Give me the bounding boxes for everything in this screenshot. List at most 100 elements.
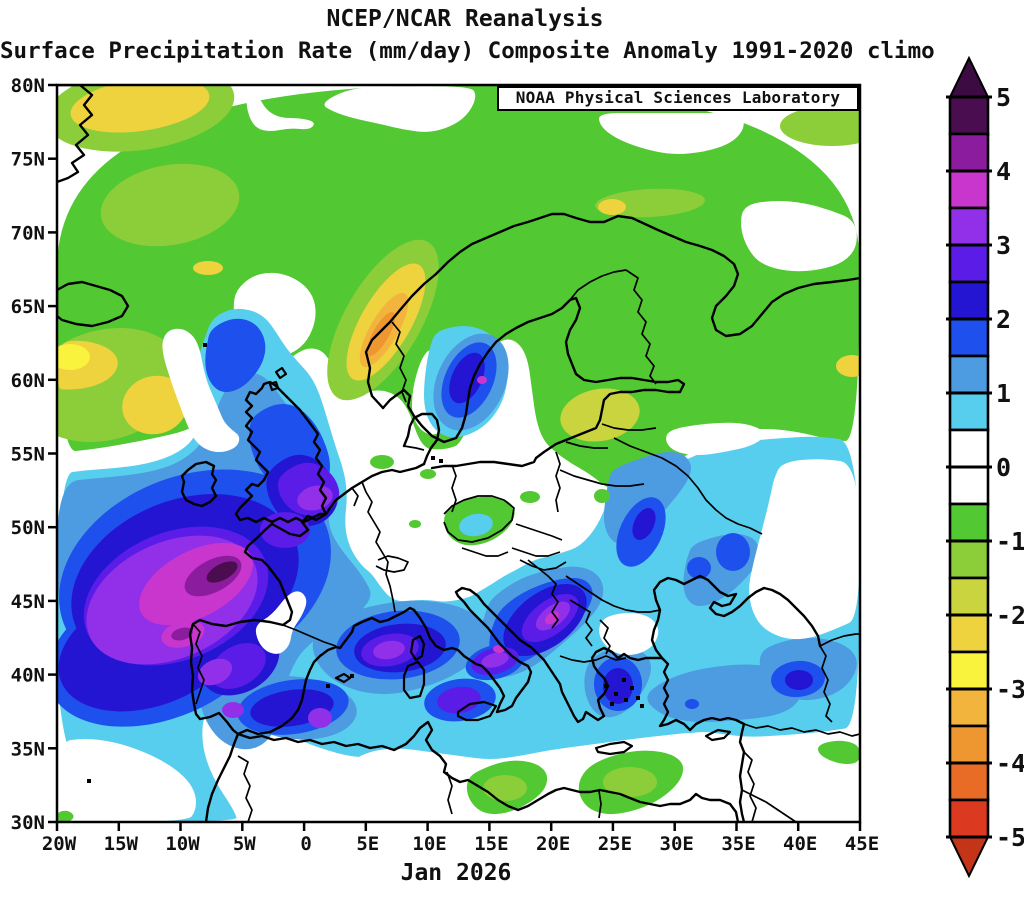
colorbar-label-4: 4 bbox=[996, 157, 1011, 186]
xtick-45E: 45E bbox=[845, 833, 879, 855]
xtick-10E: 10E bbox=[412, 833, 446, 855]
border-ukraine-russia bbox=[613, 437, 763, 535]
border-balkans-3 bbox=[599, 619, 611, 655]
island-dot-3 bbox=[630, 686, 634, 690]
ytick-70N: 70N bbox=[11, 222, 45, 244]
colorbar-label-0: 0 bbox=[996, 453, 1011, 482]
island-dot-13 bbox=[326, 684, 330, 688]
border-balkans-2 bbox=[569, 599, 593, 647]
border-carpathians-2 bbox=[511, 547, 561, 557]
colorbar: 5 4 3 2 1 0 -1 -2 -3 -4 -5 bbox=[946, 55, 1024, 879]
coast-denmark bbox=[402, 412, 441, 466]
island-dot-7 bbox=[640, 704, 644, 708]
border-morocco-algeria bbox=[237, 755, 253, 822]
island-dot-4 bbox=[636, 696, 640, 700]
border-pyrenees bbox=[282, 624, 337, 647]
violet-iberia bbox=[197, 658, 233, 686]
colorbar-cell-1 bbox=[948, 132, 990, 173]
colorbar-cell-8 bbox=[948, 391, 990, 432]
violet-gibraltar-2 bbox=[308, 708, 332, 728]
magenta-adriatic-dot bbox=[544, 611, 560, 625]
blue-don-spot bbox=[716, 533, 750, 571]
xtick-30E: 30E bbox=[660, 833, 694, 855]
border-baltic-states-2 bbox=[565, 441, 608, 449]
blue-scotland-tongue bbox=[205, 318, 266, 392]
coast-north-africa bbox=[236, 720, 740, 822]
coast-north-sea bbox=[324, 462, 426, 516]
violet-gibraltar-1 bbox=[222, 702, 244, 718]
coast-turkey-levant bbox=[658, 656, 746, 822]
colorbar-cell-10 bbox=[948, 465, 990, 506]
border-levant-vertical bbox=[743, 751, 757, 822]
xtick-15E: 15E bbox=[474, 833, 508, 855]
colorbar-cell-2 bbox=[948, 169, 990, 210]
colorbar-label--1: -1 bbox=[996, 527, 1024, 556]
colorbar-cell-4 bbox=[948, 243, 990, 284]
ytick-50N: 50N bbox=[11, 517, 45, 539]
border-portugal-spain bbox=[192, 623, 205, 705]
ytick-60N: 60N bbox=[11, 370, 45, 392]
island-dot-5 bbox=[610, 702, 614, 706]
white-top-center bbox=[324, 86, 476, 132]
border-benelux bbox=[351, 487, 359, 507]
xtick-40E: 40E bbox=[783, 833, 817, 855]
green-sw-corner bbox=[57, 810, 74, 822]
colorbar-cell-7 bbox=[948, 354, 990, 395]
border-switzerland bbox=[375, 555, 409, 573]
border-baltic-states-1 bbox=[601, 423, 657, 431]
gold-east-edge bbox=[836, 355, 860, 377]
border-finland-russia bbox=[625, 269, 657, 385]
border-france-east bbox=[361, 481, 396, 613]
ytick-55N: 55N bbox=[11, 444, 45, 466]
colorbar-cell-11 bbox=[948, 502, 990, 543]
white-central-europe bbox=[330, 390, 565, 600]
colorbar-label--3: -3 bbox=[996, 675, 1024, 704]
colorbar-label-3: 3 bbox=[996, 231, 1011, 260]
green-north-region bbox=[57, 85, 860, 491]
island-dot-12 bbox=[87, 779, 91, 783]
colorbar-label-1: 1 bbox=[996, 379, 1011, 408]
xtick-10W: 10W bbox=[165, 833, 200, 855]
colorbar-label--2: -2 bbox=[996, 601, 1024, 630]
colorbar-label-2: 2 bbox=[996, 305, 1011, 334]
island-dot-8 bbox=[431, 456, 435, 460]
island-crete bbox=[594, 740, 634, 756]
xtick-15W: 15W bbox=[104, 833, 139, 855]
colorbar-label-5: 5 bbox=[996, 83, 1011, 112]
coast-ireland bbox=[180, 460, 218, 508]
border-turkey-east bbox=[819, 645, 833, 723]
colorbar-cell-12 bbox=[948, 539, 990, 580]
white-top-wedge bbox=[246, 92, 314, 131]
border-poland-east bbox=[555, 451, 561, 513]
darkblue-east-turkey bbox=[785, 670, 813, 690]
island-dot-11 bbox=[203, 343, 207, 347]
white-southeast bbox=[749, 459, 860, 640]
colorbar-cell-15 bbox=[948, 650, 990, 691]
colorbar-label--5: -5 bbox=[996, 823, 1024, 852]
green-denmark-2 bbox=[420, 469, 436, 479]
blue-azov-spot bbox=[687, 557, 711, 579]
page-title: NCEP/NCAR Reanalysis bbox=[326, 6, 604, 32]
island-dot-2 bbox=[624, 698, 628, 702]
subtitle: Surface Precipitation Rate (mm/day) Comp… bbox=[0, 38, 935, 64]
colorbar-cell-19 bbox=[948, 798, 990, 839]
xtick-5E: 5E bbox=[356, 833, 379, 855]
blue-anatolia-dot bbox=[685, 699, 699, 709]
border-lapland bbox=[569, 269, 627, 301]
border-jordan bbox=[741, 789, 797, 822]
white-below-label bbox=[598, 113, 744, 154]
border-romania bbox=[565, 575, 661, 613]
coast-scandinavia-north bbox=[364, 212, 860, 410]
coast-adriatic-east bbox=[468, 588, 664, 724]
gold-arctic-nw bbox=[70, 85, 210, 133]
ytick-40N: 40N bbox=[11, 665, 45, 687]
indigo-sicily-channel bbox=[437, 686, 481, 714]
border-scandinavia-spine bbox=[391, 321, 407, 403]
island-dot-6 bbox=[622, 678, 626, 682]
island-dot-0 bbox=[604, 684, 608, 688]
colorbar-cell-13 bbox=[948, 576, 990, 617]
xtick-5W: 5W bbox=[233, 833, 256, 855]
border-carpathians-1 bbox=[515, 523, 563, 541]
